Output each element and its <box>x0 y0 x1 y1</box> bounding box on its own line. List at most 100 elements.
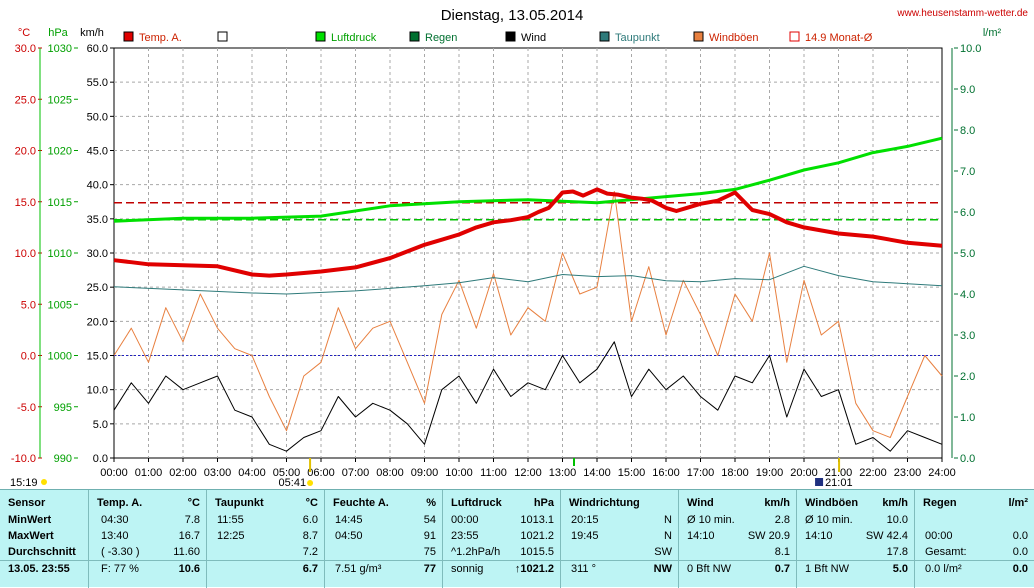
series-taupunkt <box>113 265 943 295</box>
cell-value: N <box>664 530 672 542</box>
wind-tick-label: 15.0 <box>87 351 108 363</box>
column-unit: hPa <box>533 497 554 509</box>
cell-detail: 12:25 <box>217 530 245 542</box>
cell-value: 0.0 <box>1012 530 1028 542</box>
cell-value: SW 42.4 <box>865 530 908 542</box>
wind-tick-label: 5.0 <box>93 419 108 431</box>
cell-value: SW <box>654 546 672 558</box>
cell-value: 2.8 <box>774 514 790 526</box>
wind-tick-label: 20.0 <box>87 316 108 328</box>
x-tick-label: 14:00 <box>583 467 611 479</box>
cell-value: 7.2 <box>302 546 318 558</box>
cell-value: 10.6 <box>178 563 200 575</box>
wind-tick-label: 35.0 <box>87 214 108 226</box>
x-tick-label: 02:00 <box>169 467 197 479</box>
legend-label: Regen <box>425 32 457 44</box>
wind-tick-label: 45.0 <box>87 146 108 158</box>
table-column: Taupunkt °C 11:55 6.0 12:25 8.7 7.2 6.7 <box>206 490 324 588</box>
legend-label: 14.9 Monat-Ø <box>805 32 873 44</box>
wind-unit-label: km/h <box>80 27 104 39</box>
cell-value: 7.8 <box>184 514 200 526</box>
legend-swatch <box>409 31 420 42</box>
table-column: Feuchte A.% 14:45 54 04:50 91 75 7.51 g/m³ 77 <box>324 490 442 588</box>
cell-value: 1013.1 <box>520 514 554 526</box>
legend-swatch <box>505 31 516 42</box>
table-row: 23:55 1021.2 <box>443 528 560 544</box>
x-tick-label: 01:00 <box>135 467 163 479</box>
cell-value: 0.0 <box>1012 546 1028 558</box>
cell-detail: ^1.2hPa/h <box>451 546 501 558</box>
sunrise-dot <box>307 480 314 486</box>
rain-unit-label: l/m² <box>983 27 1002 39</box>
x-tick-label: 12:00 <box>514 467 542 479</box>
x-tick-label: 10:00 <box>445 467 473 479</box>
column-header: Windböen <box>805 497 859 509</box>
cell-detail: 19:45 <box>571 530 599 542</box>
legend-swatch <box>315 31 326 42</box>
table-row: 12:25 8.7 <box>207 528 324 544</box>
table-row: 0 Bft NW 0.7 <box>679 560 796 577</box>
legend-swatch <box>599 31 610 42</box>
row-label: Durchschnitt <box>8 546 76 558</box>
current-time-label: 15:19 <box>10 477 38 489</box>
press-tick-label: 1010 <box>48 248 72 260</box>
legend-label: Windböen <box>709 32 759 44</box>
x-tick-label: 04:00 <box>238 467 266 479</box>
table-header: Luftdruck hPa <box>443 495 560 511</box>
cell-value: 0.7 <box>774 563 790 575</box>
table-column: Sensor MinWert MaxWert Durchschnitt 13.05. 2… <box>0 490 88 588</box>
wind-tick-label: 10.0 <box>87 385 108 397</box>
table-row: 19:45 N <box>561 528 678 544</box>
temp-tick-label: 15.0 <box>15 197 36 209</box>
table-header: Windböen km/h <box>797 495 914 511</box>
press-tick-label: 1025 <box>48 94 72 106</box>
column-unit: km/h <box>764 497 790 509</box>
cell-value: 6.7 <box>302 563 318 575</box>
rain-tick-label: 7.0 <box>960 166 975 178</box>
cell-detail: 14:10 <box>687 530 715 542</box>
cell-detail: 00:00 <box>451 514 479 526</box>
cell-detail: sonnig <box>451 563 484 575</box>
row-label: 13.05. 23:55 <box>8 563 70 575</box>
temp-unit-label: °C <box>18 27 30 39</box>
cell-detail: 20:15 <box>571 514 599 526</box>
legend-label: Luftdruck <box>331 32 377 44</box>
column-header: Regen <box>923 497 957 509</box>
cell-value: 1021.2 <box>520 530 554 542</box>
sunset-label: 21:01 <box>825 477 853 489</box>
current-time-marker <box>41 479 47 485</box>
table-row: MinWert <box>0 512 88 528</box>
table-row: Gesamt: 0.0 <box>915 544 1034 560</box>
cell-detail: 7.51 g/m³ <box>335 563 382 575</box>
table-row: 1 Bft NW 5.0 <box>797 560 914 577</box>
press-tick-label: 1030 <box>48 43 72 55</box>
column-header: Feuchte A. <box>333 497 389 509</box>
cell-detail: Ø 10 min. <box>687 514 735 526</box>
table-column: Windböen km/h Ø 10 min. 10.0 14:10 SW 42.4 17.… <box>796 490 914 588</box>
rain-tick-label: 5.0 <box>960 248 975 260</box>
temp-tick-label: 30.0 <box>15 43 36 55</box>
column-header: Windrichtung <box>569 497 640 509</box>
table-column: Regen l/m² 00:00 0.0 Gesamt: 0.0 0.0 l/m² 0.0 <box>914 490 1034 588</box>
x-tick-label: 08:00 <box>376 467 404 479</box>
website-label[interactable]: www.heusenstamm-wetter.de <box>896 8 1028 19</box>
table-row: 14:45 54 <box>325 512 442 528</box>
cell-value: 11.60 <box>173 546 200 558</box>
cell-value: 91 <box>423 530 436 542</box>
x-tick-label: 22:00 <box>859 467 887 479</box>
cell-value: 6.0 <box>302 514 318 526</box>
column-header: Luftdruck <box>451 497 502 509</box>
cell-detail: 1 Bft NW <box>805 563 850 575</box>
series-luftdruck <box>113 136 943 223</box>
cell-detail: 0.0 l/m² <box>925 563 962 575</box>
cell-detail: 00:00 <box>925 530 953 542</box>
press-tick-label: 1005 <box>48 299 72 311</box>
temp-tick-label: 10.0 <box>15 248 36 260</box>
legend: Temp. A. Luftdruck Regen Wind Taupunkt Windbö… <box>123 31 873 44</box>
cell-value: 10.0 <box>886 514 908 526</box>
column-unit: °C <box>187 497 200 509</box>
table-column: Wind km/h Ø 10 min. 2.8 14:10 SW 20.9 8.1 0 Bft… <box>678 490 796 588</box>
cell-detail: 11:55 <box>217 514 244 526</box>
wind-tick-label: 25.0 <box>87 282 108 294</box>
cell-detail: 04:30 <box>101 514 129 526</box>
